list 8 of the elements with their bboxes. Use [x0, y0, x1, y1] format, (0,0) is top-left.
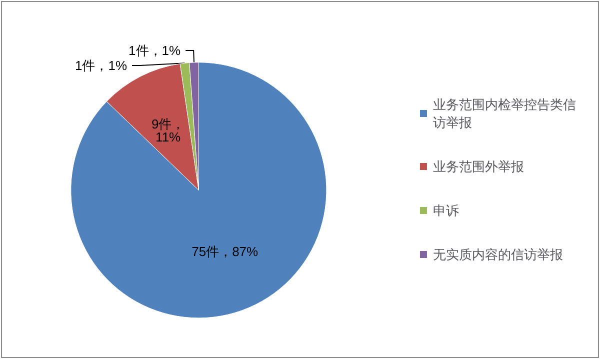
legend-label: 业务范围内检举控告类信访举报 — [433, 97, 576, 130]
data-label: 1件，1% — [74, 58, 128, 73]
legend-label: 无实质内容的信访举报 — [433, 247, 563, 262]
legend-label: 业务范围外举报 — [433, 159, 524, 174]
data-label: 9件， 11% — [151, 116, 185, 145]
data-label: 75件，87% — [192, 244, 259, 260]
legend-label: 申诉 — [433, 203, 459, 218]
data-label: 1件，1% — [128, 42, 182, 58]
